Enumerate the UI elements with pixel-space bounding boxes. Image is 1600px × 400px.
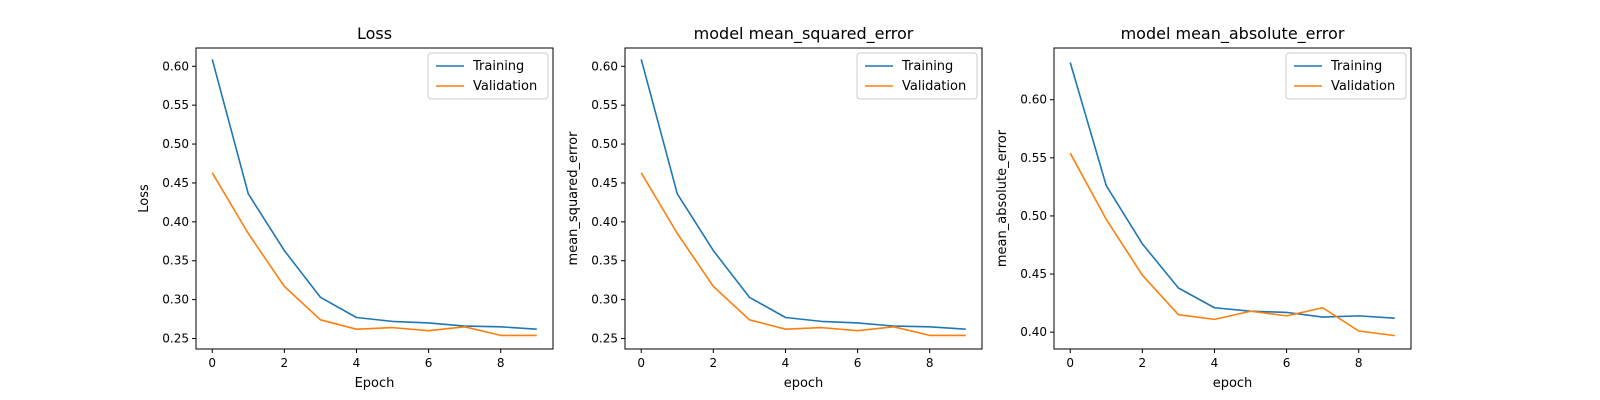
y-axis-label: mean_squared_error bbox=[566, 131, 581, 266]
x-tick-label: 6 bbox=[854, 356, 862, 370]
y-tick-label: 0.50 bbox=[591, 137, 618, 151]
y-tick-label: 0.40 bbox=[591, 215, 618, 229]
y-tick-label: 0.55 bbox=[162, 98, 189, 112]
x-tick-label: 0 bbox=[637, 356, 645, 370]
y-axis-label: mean_absolute_error bbox=[995, 129, 1010, 267]
y-tick-label: 0.35 bbox=[591, 254, 618, 268]
series-line-training bbox=[1069, 62, 1395, 319]
legend: Training Validation bbox=[1285, 52, 1407, 100]
y-tick-label: 0.50 bbox=[162, 137, 189, 151]
y-ticks: 0.25 0.30 0.35 0.40 0.45 0.50 0.55 0.60 bbox=[591, 59, 625, 346]
plot-frame bbox=[1053, 47, 1412, 350]
x-tick-label: 0 bbox=[1066, 356, 1074, 370]
y-tick-label: 0.25 bbox=[162, 332, 189, 346]
y-tick-label: 0.45 bbox=[162, 176, 189, 190]
y-tick-label: 0.45 bbox=[1020, 267, 1047, 281]
x-tick-label: 4 bbox=[353, 356, 361, 370]
x-tick-label: 8 bbox=[1355, 356, 1363, 370]
y-tick-label: 0.40 bbox=[1020, 325, 1047, 339]
series-line-validation bbox=[1069, 152, 1395, 337]
x-ticks: 0 2 4 6 8 bbox=[208, 349, 505, 370]
y-tick-label: 0.35 bbox=[162, 254, 189, 268]
y-tick-label: 0.45 bbox=[591, 176, 618, 190]
plot-frame bbox=[195, 47, 554, 350]
x-tick-label: 6 bbox=[425, 356, 433, 370]
x-ticks: 0 2 4 6 8 bbox=[1066, 349, 1363, 370]
x-ticks: 0 2 4 6 8 bbox=[637, 349, 934, 370]
x-tick-label: 8 bbox=[497, 356, 505, 370]
legend-box bbox=[427, 52, 549, 100]
legend-label-validation: Validation bbox=[1331, 79, 1395, 94]
x-axis-label: epoch bbox=[1213, 376, 1253, 391]
mae-chart-panel: model mean_absolute_error epoch mean_abs… bbox=[995, 24, 1412, 391]
y-tick-label: 0.55 bbox=[1020, 151, 1047, 165]
x-tick-label: 2 bbox=[281, 356, 289, 370]
x-axis-label: epoch bbox=[784, 376, 824, 391]
y-axis-label: Loss bbox=[137, 184, 152, 213]
x-tick-label: 2 bbox=[1139, 356, 1147, 370]
x-tick-label: 2 bbox=[710, 356, 718, 370]
chart-title: model mean_absolute_error bbox=[1121, 24, 1345, 44]
legend-label-training: Training bbox=[1330, 59, 1382, 74]
y-tick-label: 0.60 bbox=[591, 59, 618, 73]
x-tick-label: 4 bbox=[782, 356, 790, 370]
y-tick-label: 0.60 bbox=[162, 59, 189, 73]
x-axis-label: Epoch bbox=[355, 376, 395, 391]
y-tick-label: 0.40 bbox=[162, 215, 189, 229]
series-line-training bbox=[211, 59, 537, 330]
x-tick-label: 0 bbox=[208, 356, 216, 370]
x-tick-label: 4 bbox=[1211, 356, 1219, 370]
y-ticks: 0.25 0.30 0.35 0.40 0.45 0.50 0.55 0.60 bbox=[162, 59, 196, 346]
legend: Training Validation bbox=[427, 52, 549, 100]
y-tick-label: 0.55 bbox=[591, 98, 618, 112]
y-tick-label: 0.30 bbox=[591, 293, 618, 307]
legend-label-training: Training bbox=[901, 59, 953, 74]
plot-frame bbox=[624, 47, 983, 350]
legend-label-validation: Validation bbox=[902, 79, 966, 94]
plot-lines bbox=[640, 59, 966, 337]
loss-chart-panel: Loss Epoch Loss 0 2 4 6 8 0.25 0.30 0.35 0.40 0.4… bbox=[137, 24, 554, 391]
x-tick-label: 8 bbox=[926, 356, 934, 370]
y-tick-label: 0.60 bbox=[1020, 93, 1047, 107]
y-tick-label: 0.30 bbox=[162, 293, 189, 307]
legend-label-validation: Validation bbox=[473, 79, 537, 94]
legend-label-training: Training bbox=[472, 59, 524, 74]
chart-title: model mean_squared_error bbox=[694, 24, 914, 44]
plot-lines bbox=[211, 59, 537, 337]
series-line-validation bbox=[211, 172, 537, 337]
series-line-training bbox=[640, 59, 966, 330]
legend-box bbox=[856, 52, 978, 100]
plot-lines bbox=[1069, 62, 1395, 337]
y-tick-label: 0.50 bbox=[1020, 209, 1047, 223]
x-tick-label: 6 bbox=[1283, 356, 1291, 370]
mse-chart-panel: model mean_squared_error epoch mean_squa… bbox=[566, 24, 983, 391]
series-line-validation bbox=[640, 172, 966, 337]
y-tick-label: 0.25 bbox=[591, 332, 618, 346]
chart-title: Loss bbox=[357, 24, 392, 43]
y-ticks: 0.40 0.45 0.50 0.55 0.60 bbox=[1020, 93, 1054, 339]
legend-box bbox=[1285, 52, 1407, 100]
legend: Training Validation bbox=[856, 52, 978, 100]
